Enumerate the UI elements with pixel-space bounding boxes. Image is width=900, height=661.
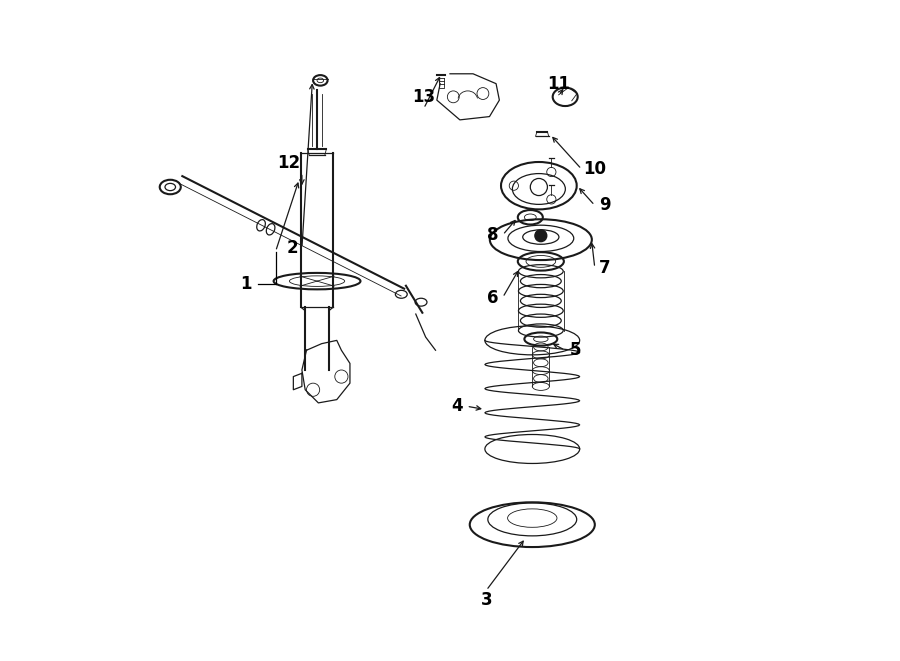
Text: 7: 7 [598,259,610,277]
Text: 12: 12 [277,153,301,172]
Text: 2: 2 [286,239,298,257]
Text: 11: 11 [547,75,570,93]
Text: 9: 9 [598,196,610,214]
Text: 10: 10 [583,160,607,178]
Text: 1: 1 [240,276,252,293]
Text: 8: 8 [487,226,499,244]
Circle shape [535,230,547,242]
Text: 6: 6 [487,289,499,307]
Text: 3: 3 [481,592,492,609]
Text: 4: 4 [451,397,463,415]
Text: 13: 13 [412,88,436,106]
Text: 5: 5 [570,341,580,359]
